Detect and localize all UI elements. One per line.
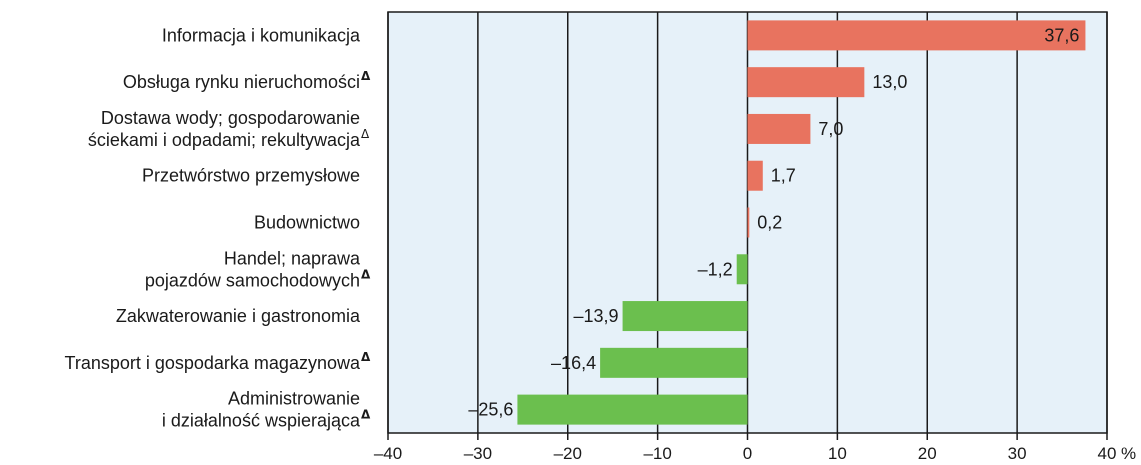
value-label: 0,2 [757,213,782,233]
delta-marker: Δ [361,350,371,364]
x-tick-label: 30 [1008,444,1027,463]
delta-marker: Δ [361,267,371,281]
value-labels: 37,6 13,0 7,0 1,7 0,2 –1,2 –13,9 –16,4 –25,6 [468,25,1079,419]
category-label: Dostawa wody; gospodarowanie [101,108,360,128]
x-tick-label: –40 [374,444,402,463]
plot-frame [387,11,1108,434]
value-label: 1,7 [771,166,796,186]
bar [600,347,748,378]
bar [517,394,748,425]
x-tick-label: 0 [743,444,752,463]
category-label: Informacja i komunikacja [162,25,361,45]
value-label: –1,2 [698,259,733,279]
category-label: Budownictwo [254,213,360,233]
delta-marker: Δ [361,127,370,141]
bar [747,160,763,191]
category-label: Handel; naprawa [224,248,361,268]
category-label: Zakwaterowanie i gastronomia [116,306,361,326]
category-label: pojazdów samochodowych [145,270,360,290]
category-label: Transport i gospodarka magazynowa [65,353,361,373]
value-label: 37,6 [1044,25,1079,45]
bar [736,254,748,285]
x-tick-label: –10 [643,444,671,463]
bar [747,207,750,238]
x-tick-label: –20 [554,444,582,463]
x-tick-label: 40 [1098,444,1117,463]
category-label: Przetwórstwo przemysłowe [142,166,360,186]
x-tick-label: 10 [828,444,847,463]
bar [622,301,748,332]
x-axis-ticks: –40 –30 –20 –10 0 10 20 30 40 [374,433,1117,463]
x-tick-label: –30 [464,444,492,463]
value-label: –25,6 [468,400,513,420]
bar [747,113,811,144]
x-axis-unit: % [1121,444,1136,463]
category-label: Obsługa rynku nieruchomości [123,72,360,92]
category-label: ściekami i odpadami; rekultywacja [88,130,361,150]
x-tick-label: 20 [918,444,937,463]
bar [747,20,1086,51]
value-label: 13,0 [872,72,907,92]
delta-marker: Δ [361,69,371,83]
value-label: 7,0 [818,119,843,139]
value-label: –13,9 [574,306,619,326]
category-labels: Informacja i komunikacja Obsługa rynku ni… [65,25,372,430]
bar [747,67,865,98]
category-label: i działalność wspierająca [162,411,361,431]
delta-marker: Δ [361,408,371,422]
category-label: Administrowanie [228,389,360,409]
bars [517,20,1086,425]
value-label: –16,4 [551,353,596,373]
